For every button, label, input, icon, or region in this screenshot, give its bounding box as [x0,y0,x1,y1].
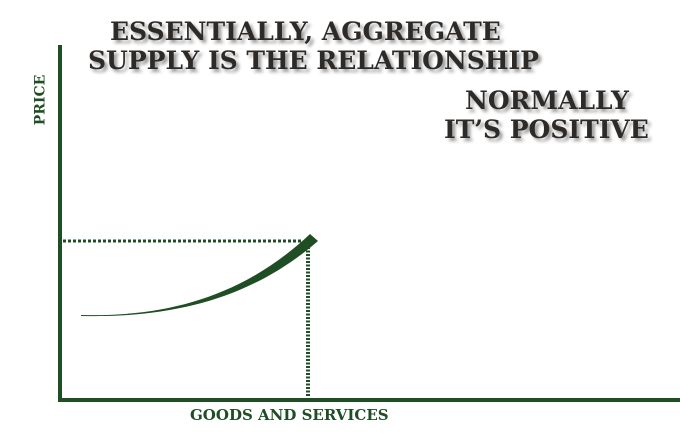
x-axis-label: GOODS AND SERVICES [190,406,389,424]
aggregate-supply-curve [81,234,318,317]
y-axis-label: PRICE [32,74,49,126]
note-line-2: IT’S POSITIVE [444,115,649,144]
heading-line-2: SUPPLY IS THE RELATIONSHIP [88,46,539,75]
note-line-1: NORMALLY [465,86,629,115]
heading-line-1: ESSENTIALLY, AGGREGATE [110,17,501,46]
